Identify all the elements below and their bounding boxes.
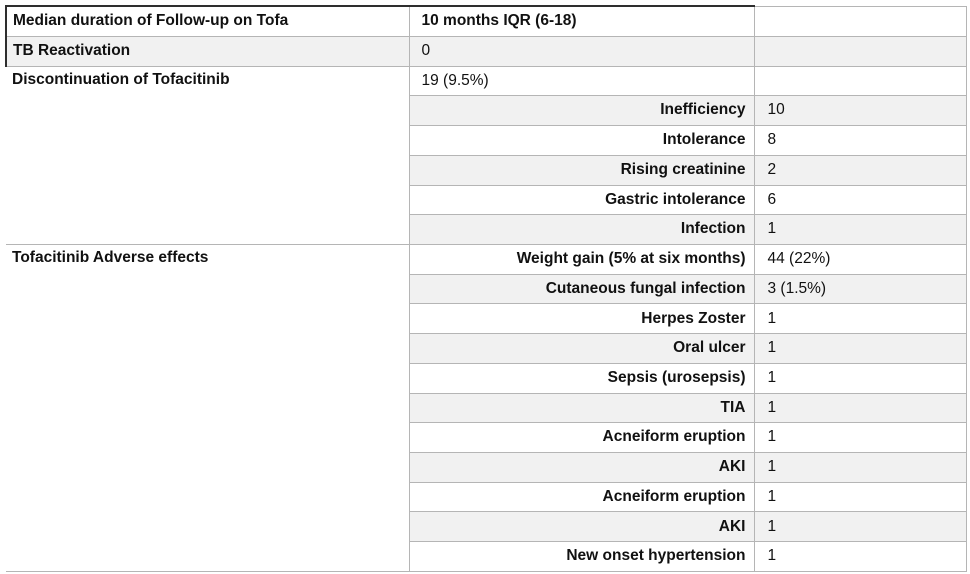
metric-label-cell: Median duration of Follow-up on Tofa [5,4,410,37]
table-row: Tofacitinib Adverse effects Weight gain … [6,244,967,572]
table-row: Acneiform eruption 1 [6,481,967,513]
sub-item-label-cell: TIA [408,392,755,424]
count-cell: 1 [753,481,967,513]
sub-item-label-cell: Cutaneous fungal infection [408,273,755,305]
metric-label-cell: TB Reactivation [5,35,410,67]
tofacitinib-outcomes-table: Median duration of Follow-up on Tofa 10 … [5,4,967,572]
count-cell: 1 [753,362,967,394]
count-cell: 8 [753,125,967,156]
table-row: Sepsis (urosepsis) 1 [6,362,967,394]
table-row: TIA 1 [6,392,967,424]
count-cell: 1 [753,392,967,424]
sub-item-label-cell: Rising creatinine [408,154,755,186]
metric-label-cell: Tofacitinib Adverse effects [6,244,410,572]
count-cell: 3 (1.5%) [753,273,967,305]
metric-value-cell: 0 [408,35,755,67]
table-row: New onset hypertension 1 [6,541,967,572]
sub-item-label-cell: Oral ulcer [408,333,755,364]
table-row: AKI 1 [6,452,967,483]
sub-item-label-cell: Gastric intolerance [408,184,755,216]
metric-value-cell: 19 (9.5%) [408,65,755,97]
metric-value-cell: 10 months IQR (6-18) [408,4,755,37]
sub-item-label-cell: Intolerance [408,125,755,156]
table-row: Cutaneous fungal infection 3 (1.5%) [6,273,967,305]
table-row: Discontinuation of Tofacitinib 19 (9.5%) [6,65,967,246]
count-cell: 1 [753,541,967,572]
sub-item-label-cell: Acneiform eruption [408,481,755,513]
sub-item-label-cell: New onset hypertension [408,541,755,572]
count-cell: 1 [753,511,967,543]
table-row: Inefficiency 10 [6,95,967,127]
count-cell: 1 [753,452,967,483]
count-cell [753,5,967,37]
count-cell: 10 [753,95,967,127]
table-row: AKI 1 [6,511,967,543]
sub-item-label-cell: AKI [408,452,755,483]
table-row: Gastric intolerance 6 [6,184,967,216]
metric-label-cell: Discontinuation of Tofacitinib [6,65,410,246]
count-cell: 1 [753,422,967,454]
sub-item-label-cell: Inefficiency [408,95,755,127]
count-cell: 44 (22%) [753,244,967,275]
sub-item-label-cell: Sepsis (urosepsis) [408,362,755,394]
table-row: Herpes Zoster 1 [6,303,967,335]
count-cell [753,35,967,67]
sub-item-label-cell: Infection [408,214,755,245]
sub-item-label-cell: Weight gain (5% at six months) [408,244,755,275]
table-row: TB Reactivation 0 [5,35,967,67]
table-row: Median duration of Follow-up on Tofa 10 … [5,4,967,37]
sub-item-label-cell: AKI [408,511,755,543]
count-cell: 1 [753,333,967,364]
count-cell: 1 [753,303,967,335]
sub-item-label-cell: Acneiform eruption [408,422,755,454]
count-cell: 6 [753,184,967,216]
sub-item-label-cell: Herpes Zoster [408,303,755,335]
count-cell: 2 [753,154,967,186]
count-cell [753,65,967,97]
table-row: Rising creatinine 2 [6,154,967,186]
table-row: Infection 1 [6,214,967,245]
count-cell: 1 [753,214,967,245]
